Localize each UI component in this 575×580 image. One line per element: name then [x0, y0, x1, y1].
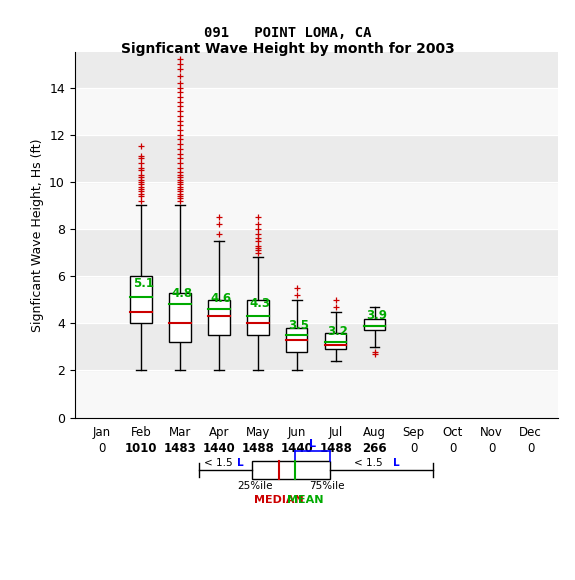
Text: 0: 0: [449, 442, 457, 455]
Text: MEDIAN: MEDIAN: [254, 495, 304, 505]
Text: 266: 266: [362, 442, 387, 455]
Bar: [169, 293, 191, 342]
Text: Jul: Jul: [328, 426, 343, 439]
Bar: [208, 300, 229, 335]
Bar: [75, 323, 558, 371]
Text: 75%ile: 75%ile: [309, 481, 345, 491]
Text: 1440: 1440: [202, 442, 235, 455]
Bar: [247, 300, 269, 335]
Bar: [75, 229, 558, 276]
Text: < 1.5: < 1.5: [354, 458, 386, 468]
Text: Signficant Wave Height by month for 2003: Signficant Wave Height by month for 2003: [121, 42, 454, 56]
Text: L: L: [237, 458, 243, 468]
Text: 3.9: 3.9: [366, 309, 388, 322]
Text: Jun: Jun: [288, 426, 306, 439]
Bar: [75, 371, 558, 418]
Bar: [325, 333, 347, 349]
Text: 4.6: 4.6: [210, 292, 232, 305]
Text: 3.5: 3.5: [289, 319, 309, 332]
Text: 0: 0: [410, 442, 417, 455]
Text: Aug: Aug: [363, 426, 386, 439]
Text: MEAN: MEAN: [287, 495, 323, 505]
Text: L: L: [393, 458, 399, 468]
Y-axis label: Signficant Wave Height, Hs (ft): Signficant Wave Height, Hs (ft): [30, 138, 44, 332]
Text: 4.3: 4.3: [250, 297, 270, 310]
Text: Jan: Jan: [93, 426, 111, 439]
Text: Sep: Sep: [402, 426, 425, 439]
Text: 5.1: 5.1: [133, 277, 154, 290]
Text: 1440: 1440: [281, 442, 313, 455]
Text: Oct: Oct: [442, 426, 463, 439]
Bar: [75, 88, 558, 135]
Text: 091   POINT LOMA, CA: 091 POINT LOMA, CA: [204, 26, 371, 40]
Text: Mar: Mar: [168, 426, 191, 439]
Text: 0: 0: [488, 442, 495, 455]
Text: Apr: Apr: [209, 426, 229, 439]
Text: < 1.5: < 1.5: [204, 458, 236, 468]
Text: 1488: 1488: [319, 442, 352, 455]
Text: 0: 0: [527, 442, 534, 455]
Bar: [286, 328, 308, 351]
Bar: [75, 135, 558, 182]
Text: 3.2: 3.2: [327, 325, 348, 338]
Bar: [131, 276, 152, 323]
Text: L: L: [309, 439, 316, 449]
Text: Nov: Nov: [480, 426, 503, 439]
Text: 25%ile: 25%ile: [237, 481, 273, 491]
Text: 1483: 1483: [163, 442, 196, 455]
Text: 1488: 1488: [242, 442, 274, 455]
Text: ω: ω: [293, 467, 301, 478]
Text: 1010: 1010: [125, 442, 157, 455]
Text: 0: 0: [98, 442, 106, 455]
Text: Dec: Dec: [519, 426, 542, 439]
Bar: [75, 276, 558, 323]
Text: May: May: [246, 426, 270, 439]
Text: Feb: Feb: [131, 426, 151, 439]
Bar: [364, 318, 385, 331]
Text: 4.8: 4.8: [171, 287, 193, 300]
Bar: [75, 182, 558, 229]
